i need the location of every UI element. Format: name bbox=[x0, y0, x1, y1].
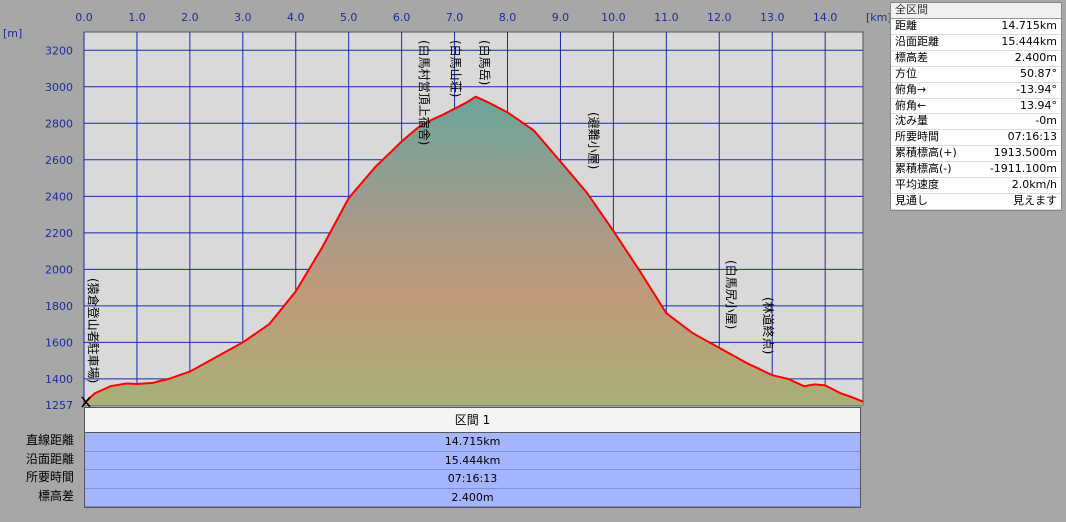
x-tick-label: 0.0 bbox=[75, 11, 93, 24]
x-tick-label: 13.0 bbox=[760, 11, 785, 24]
x-tick-label: 7.0 bbox=[446, 11, 464, 24]
summary-label: 見通し bbox=[895, 193, 928, 207]
segment-values: 14.715km 15.444km 07:16:13 2.400m bbox=[84, 433, 861, 508]
x-tick-label: 11.0 bbox=[654, 11, 679, 24]
poi-label: (白馬岳) bbox=[478, 40, 493, 85]
summary-value: 見えます bbox=[1013, 193, 1057, 207]
y-tick-label: 3000 bbox=[45, 81, 73, 94]
segment-header[interactable]: 区間 1 bbox=[84, 407, 861, 433]
summary-label: 累積標高(-) bbox=[895, 162, 952, 176]
elevation-area bbox=[84, 96, 863, 406]
y-tick-label: 1600 bbox=[45, 336, 73, 349]
x-tick-label: 1.0 bbox=[128, 11, 146, 24]
summary-value: 2.400m bbox=[1014, 50, 1057, 64]
summary-row: 所要時間 07:16:13 bbox=[891, 130, 1061, 147]
elevation-line bbox=[83, 95, 864, 405]
summary-panel-title: 全区間 bbox=[891, 3, 1061, 19]
summary-value: 14.715km bbox=[1001, 19, 1057, 32]
segment-row-labels: 直線距離沿面距離所要時間標高差 bbox=[0, 431, 80, 505]
summary-label: 標高差 bbox=[895, 50, 928, 64]
summary-label: 累積標高(+) bbox=[895, 146, 957, 160]
summary-value: 1913.500m bbox=[993, 146, 1057, 160]
segment-row-label: 所要時間 bbox=[25, 470, 74, 484]
summary-value: 07:16:13 bbox=[1007, 130, 1057, 144]
x-tick-label: 2.0 bbox=[181, 11, 199, 24]
summary-value: -1911.100m bbox=[989, 162, 1057, 176]
summary-value: 13.94° bbox=[1020, 98, 1057, 112]
summary-row: 標高差 2.400m bbox=[891, 51, 1061, 67]
summary-row: 平均速度 2.0km/h bbox=[891, 178, 1061, 194]
summary-value: -13.94° bbox=[1016, 82, 1057, 96]
summary-row: 俯角← 13.94° bbox=[891, 99, 1061, 115]
poi-label: (避難小屋) bbox=[586, 112, 601, 169]
x-tick-label: 14.0 bbox=[813, 11, 838, 24]
summary-label: 沈み量 bbox=[895, 114, 928, 128]
y-tick-label: 2400 bbox=[45, 190, 73, 203]
y-tick-label: 1257 bbox=[45, 399, 73, 410]
x-tick-label: 8.0 bbox=[499, 11, 517, 24]
y-tick-label: 2200 bbox=[45, 227, 73, 240]
summary-label: 所要時間 bbox=[895, 130, 939, 144]
segment-row-label: 沿面距離 bbox=[25, 451, 74, 466]
x-tick-label: 10.0 bbox=[601, 11, 626, 24]
y-tick-label: 1800 bbox=[45, 300, 73, 313]
poi-label: (白馬村営頂上宿舎) bbox=[417, 40, 432, 145]
y-unit-label: [m] bbox=[3, 27, 22, 40]
summary-label: 距離 bbox=[895, 19, 917, 32]
y-tick-label: 1400 bbox=[45, 373, 73, 386]
poi-label: (白馬尻小屋) bbox=[724, 260, 739, 329]
poi-label: (林道終点) bbox=[761, 297, 776, 354]
summary-value: 2.0km/h bbox=[1011, 178, 1057, 192]
start-marker bbox=[81, 396, 91, 408]
x-tick-label: 4.0 bbox=[287, 11, 305, 24]
y-tick-label: 3200 bbox=[45, 44, 73, 57]
segment-row-label: 直線距離 bbox=[25, 433, 74, 447]
x-tick-label: 12.0 bbox=[707, 11, 732, 24]
summary-label: 俯角← bbox=[895, 98, 927, 112]
segment-cell: 2.400m bbox=[85, 489, 860, 507]
summary-label: 沿面距離 bbox=[895, 34, 939, 48]
summary-label: 方位 bbox=[895, 66, 917, 80]
segment-cell: 14.715km bbox=[85, 433, 860, 452]
summary-label: 俯角→ bbox=[895, 82, 927, 96]
summary-row: 距離 14.715km bbox=[891, 19, 1061, 35]
segment-table: 区間 1 14.715km 15.444km 07:16:13 2.400m bbox=[84, 407, 861, 508]
y-tick-label: 2000 bbox=[45, 263, 73, 276]
x-tick-label: 9.0 bbox=[552, 11, 570, 24]
poi-label: (猿倉登山者駐車場) bbox=[86, 278, 101, 383]
x-tick-label: 3.0 bbox=[234, 11, 252, 24]
summary-row: 方位 50.87° bbox=[891, 67, 1061, 83]
summary-value: 50.87° bbox=[1020, 66, 1057, 80]
summary-row: 見通し 見えます bbox=[891, 194, 1061, 210]
x-tick-label: 6.0 bbox=[393, 11, 411, 24]
y-tick-label: 2600 bbox=[45, 154, 73, 167]
poi-label: (白馬山荘) bbox=[449, 40, 464, 97]
summary-row: 累積標高(+) 1913.500m bbox=[891, 146, 1061, 163]
x-unit-label: [km] bbox=[866, 11, 892, 24]
summary-value: -0m bbox=[1035, 114, 1057, 128]
summary-row: 累積標高(-) -1911.100m bbox=[891, 162, 1061, 179]
elevation-profile-chart: 0.0 1.0 2.0 3.0 4.0 5.0 6.0 7.0 8.0 9.0 10.0 11.0 12… bbox=[3, 11, 892, 410]
summary-value: 15.444km bbox=[1001, 34, 1057, 48]
summary-row: 俯角→ -13.94° bbox=[891, 83, 1061, 99]
x-tick-label: 5.0 bbox=[340, 11, 358, 24]
segment-row-label: 標高差 bbox=[37, 488, 74, 503]
segment-cell: 07:16:13 bbox=[85, 470, 860, 489]
summary-panel: 全区間 距離 14.715km 沿面距離 15.444km 標高差 2.400m 方位 50.… bbox=[890, 2, 1062, 211]
summary-label: 平均速度 bbox=[895, 178, 939, 192]
summary-row: 沈み量 -0m bbox=[891, 114, 1061, 131]
summary-row: 沿面距離 15.444km bbox=[891, 35, 1061, 51]
segment-cell: 15.444km bbox=[85, 452, 860, 470]
y-tick-label: 2800 bbox=[45, 117, 73, 130]
